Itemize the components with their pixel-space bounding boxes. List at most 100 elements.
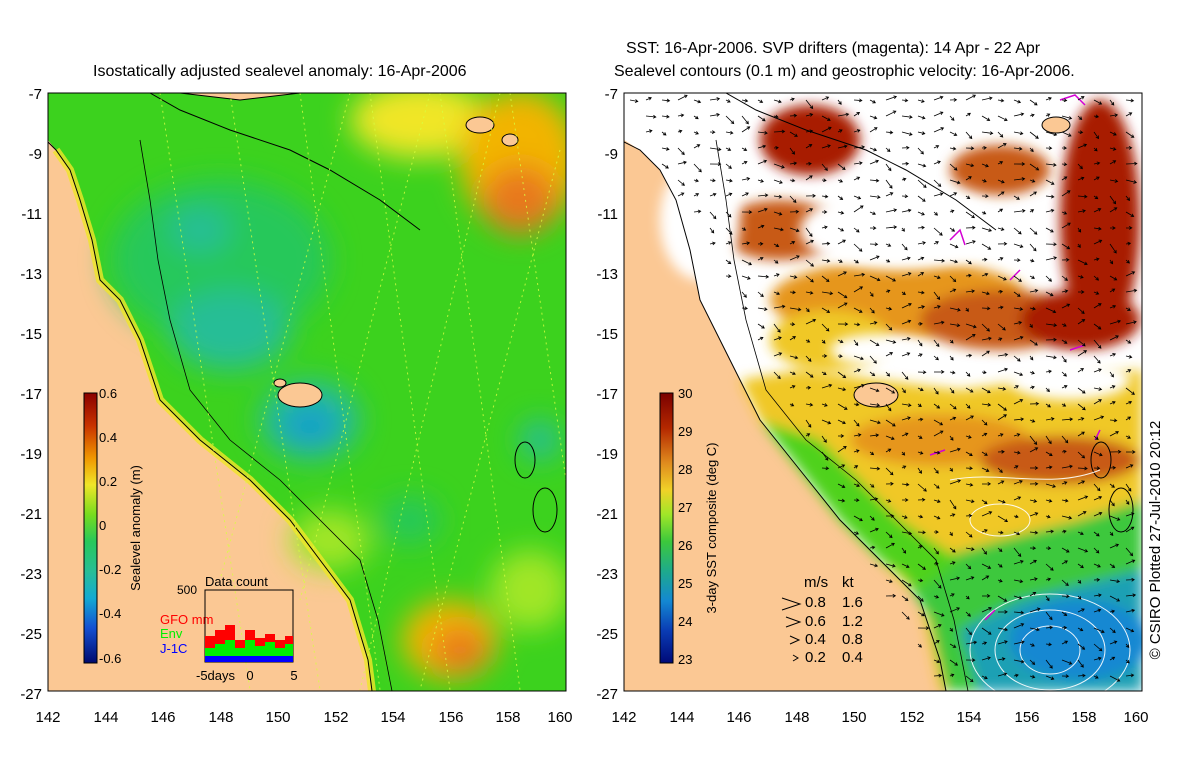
velocity-vector: [885, 130, 894, 135]
velocity-vector: [1029, 191, 1038, 197]
left-x-axis: 142 144 146 148 150 152 154 156 158 160: [35, 709, 572, 726]
velocity-vector: [1045, 179, 1055, 185]
right-colorbar-tick: 23: [678, 652, 692, 667]
velocity-vector: [933, 258, 946, 263]
velocity-vector: [1029, 499, 1038, 503]
velocity-vector: [869, 255, 880, 261]
velocity-vector: [1029, 674, 1036, 679]
right-y-axis: -7 -9 -11 -13 -15 -17 -19 -21 -23 -25 -2…: [596, 86, 618, 703]
velocity-vector: [1029, 643, 1035, 647]
velocity-vector: [853, 98, 863, 103]
velocity-vector: [837, 434, 845, 438]
velocity-vector: [997, 337, 1003, 341]
velocity-vector: [1109, 515, 1121, 521]
velocity-vector: [789, 195, 797, 203]
velocity-vector: [1077, 275, 1084, 279]
velocity-vector: [1013, 209, 1026, 213]
velocity-vector: [837, 339, 844, 344]
velocity-vector: [997, 241, 1008, 246]
velocity-vector: [741, 259, 753, 266]
velocity-vector: [1045, 146, 1053, 151]
velocity-vector: [869, 515, 875, 521]
velocity-vector: [949, 323, 961, 328]
velocity-vector: [1077, 176, 1085, 181]
velocity-vector: [901, 432, 909, 437]
velocity-vector: [821, 435, 827, 443]
velocity-vector: [789, 371, 796, 376]
velocity-vector: [917, 131, 926, 135]
velocity-vector: [933, 530, 939, 534]
left-x-tick: 142: [35, 709, 60, 726]
velocity-vector: [933, 611, 945, 617]
right-x-tick: 158: [1071, 709, 1096, 726]
velocity-vector: [981, 306, 991, 311]
velocity-vector: [1045, 483, 1056, 488]
velocity-vector: [1061, 529, 1067, 534]
velocity-vector: [917, 435, 923, 439]
left-colorbar-tick: -0.4: [99, 606, 121, 621]
left-y-tick: -11: [21, 206, 42, 223]
velocity-vector: [1045, 417, 1055, 421]
velocity-vector: [1029, 209, 1035, 213]
velocity-vector: [949, 387, 955, 394]
velocity-vector: [997, 161, 1004, 165]
velocity-vector: [965, 403, 971, 409]
right-colorbar-tick: 24: [678, 614, 692, 629]
velocity-vector: [917, 417, 924, 422]
velocity-vector: [853, 243, 863, 252]
velocity-vector: [853, 339, 859, 347]
velocity-vector: [757, 144, 767, 149]
velocity-vector: [1061, 449, 1067, 454]
velocity-vector: [1093, 451, 1103, 457]
velocity-vector: [933, 305, 941, 309]
velocity-vector: [853, 498, 860, 503]
velocity-vector: [1029, 147, 1034, 153]
velocity-vector: [917, 563, 926, 570]
velocity-vector: [885, 275, 896, 282]
velocity-vector: [741, 291, 747, 298]
velocity-vector: [965, 273, 972, 278]
velocity-vector: [917, 595, 924, 602]
velocity-vector: [837, 239, 847, 245]
velocity-vector: [965, 353, 973, 358]
velocity-vector: [885, 579, 893, 583]
velocity-vector: [901, 161, 910, 166]
velocity-vector: [901, 498, 909, 502]
velocity-vector: [933, 127, 945, 133]
velocity-vector: [1029, 288, 1039, 293]
data-count-title: Data count: [205, 574, 268, 589]
velocity-vector: [805, 259, 814, 267]
velocity-vector: [1061, 211, 1068, 215]
left-x-tick: 154: [380, 709, 405, 726]
velocity-vector: [773, 179, 783, 184]
velocity-vector: [789, 227, 800, 233]
velocity-vector: [1029, 530, 1039, 535]
csiro-credit: © CSIRO Plotted 27-Jul-2010 20:12: [1147, 421, 1164, 660]
velocity-vector: [1093, 563, 1101, 568]
velocity-vector: [789, 385, 796, 389]
velocity-vector: [869, 355, 877, 364]
velocity-vector: [1045, 275, 1052, 282]
velocity-vector: [885, 95, 898, 101]
velocity-vector: [981, 575, 990, 581]
velocity-kt-value: 1.2: [842, 613, 863, 630]
velocity-vector: [789, 290, 796, 295]
velocity-vector: [725, 192, 733, 197]
left-x-tick: 158: [495, 709, 520, 726]
velocity-vector: [1061, 243, 1071, 250]
velocity-vector: [709, 112, 721, 117]
velocity-vector: [837, 371, 847, 379]
velocity-vector: [869, 466, 881, 471]
velocity-vector: [1045, 546, 1052, 551]
velocity-vector: [997, 547, 1003, 552]
velocity-vector: [789, 147, 795, 155]
velocity-vector: [773, 243, 780, 248]
velocity-vector: [709, 211, 717, 220]
velocity-vector: [981, 607, 992, 613]
velocity-vector: [949, 403, 957, 410]
velocity-ms-value: 0.2: [805, 649, 826, 666]
velocity-vector: [1077, 480, 1086, 485]
velocity-vector: [693, 209, 702, 214]
velocity-vector: [725, 274, 732, 279]
velocity-vector: [661, 114, 670, 119]
